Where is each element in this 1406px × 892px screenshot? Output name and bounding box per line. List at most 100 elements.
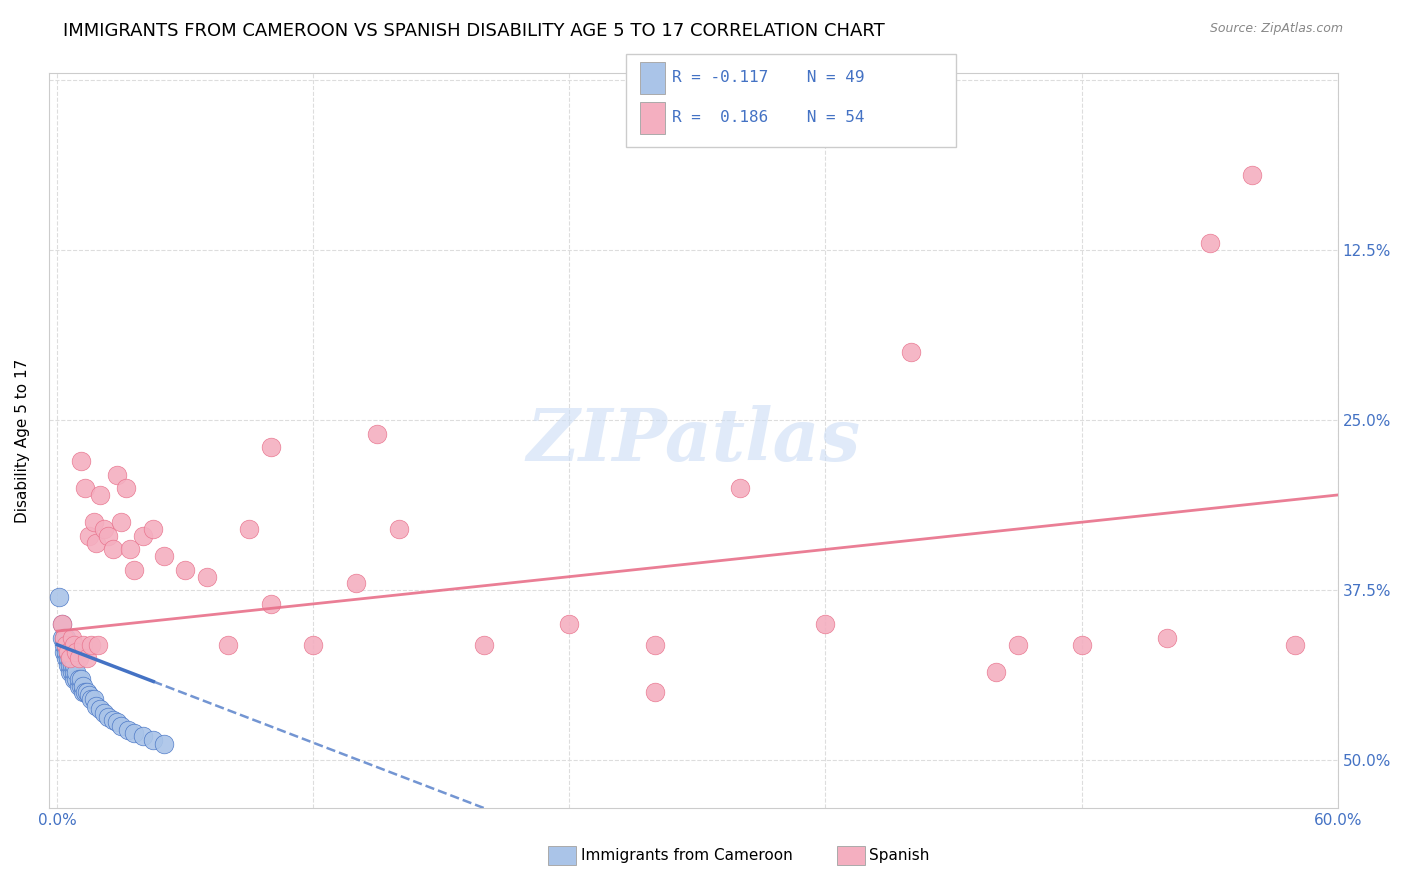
Point <box>900 345 922 359</box>
Point <box>1284 638 1306 652</box>
Point <box>63 638 86 652</box>
Point <box>67 679 90 693</box>
Point <box>65 665 87 679</box>
Text: ZIPatlas: ZIPatlas <box>526 405 860 476</box>
Point <box>59 651 82 665</box>
Point <box>131 729 153 743</box>
Point <box>260 440 283 454</box>
Point <box>195 569 218 583</box>
Point <box>60 651 83 665</box>
Point <box>122 726 145 740</box>
Point <box>55 638 77 652</box>
Point <box>558 617 581 632</box>
Text: Source: ZipAtlas.com: Source: ZipAtlas.com <box>1209 22 1343 36</box>
Point <box>1007 638 1029 652</box>
Point <box>79 529 101 543</box>
Point <box>84 698 107 713</box>
Point <box>55 644 77 658</box>
Point <box>56 638 79 652</box>
Text: R =  0.186    N = 54: R = 0.186 N = 54 <box>672 111 865 125</box>
Point <box>728 481 751 495</box>
Point <box>1241 168 1264 182</box>
Point <box>97 529 120 543</box>
Point <box>73 481 96 495</box>
Point <box>110 515 132 529</box>
Point <box>118 542 141 557</box>
Point <box>55 651 77 665</box>
Point <box>73 685 96 699</box>
Point <box>52 638 75 652</box>
Point <box>93 522 115 536</box>
Point <box>89 702 111 716</box>
Text: R = -0.117    N = 49: R = -0.117 N = 49 <box>672 70 865 85</box>
Point <box>105 467 128 482</box>
Point <box>153 737 176 751</box>
Point <box>63 658 86 673</box>
Point <box>93 706 115 720</box>
Point <box>52 631 75 645</box>
Point <box>60 631 83 645</box>
Point <box>814 617 837 632</box>
Point <box>60 665 83 679</box>
Point <box>79 688 101 702</box>
Point <box>51 617 73 632</box>
Point <box>142 522 165 536</box>
Point <box>89 488 111 502</box>
Point <box>114 481 136 495</box>
Y-axis label: Disability Age 5 to 17: Disability Age 5 to 17 <box>15 359 30 523</box>
Point <box>110 719 132 733</box>
Point <box>105 715 128 730</box>
Point <box>986 665 1008 679</box>
Point <box>69 679 91 693</box>
Point <box>55 638 77 652</box>
Point <box>56 644 79 658</box>
Point <box>83 692 105 706</box>
Point <box>344 576 367 591</box>
Point <box>101 542 124 557</box>
Point <box>83 515 105 529</box>
Point <box>65 644 87 658</box>
Point <box>63 665 86 679</box>
Point <box>238 522 260 536</box>
Point <box>63 672 86 686</box>
Point <box>67 672 90 686</box>
Point <box>131 529 153 543</box>
Text: Spanish: Spanish <box>869 848 929 863</box>
Point <box>56 658 79 673</box>
Point <box>366 426 388 441</box>
Point <box>644 685 666 699</box>
Point <box>72 685 94 699</box>
Point <box>52 631 75 645</box>
Point <box>644 638 666 652</box>
Point <box>59 651 82 665</box>
Point <box>472 638 495 652</box>
Point <box>48 590 70 604</box>
Point <box>51 617 73 632</box>
Point <box>302 638 325 652</box>
Point <box>56 651 79 665</box>
Point <box>72 638 94 652</box>
Point <box>67 651 90 665</box>
Point <box>76 651 98 665</box>
Point <box>97 710 120 724</box>
Text: Immigrants from Cameroon: Immigrants from Cameroon <box>581 848 793 863</box>
Point <box>55 631 77 645</box>
Point <box>52 644 75 658</box>
Point <box>59 644 82 658</box>
Point <box>87 638 110 652</box>
Point <box>65 672 87 686</box>
Point <box>174 563 197 577</box>
Point <box>51 631 73 645</box>
Point <box>56 644 79 658</box>
Point <box>122 563 145 577</box>
Point <box>80 692 103 706</box>
Point <box>60 658 83 673</box>
Point <box>1156 631 1178 645</box>
Point <box>217 638 239 652</box>
Point <box>117 723 139 738</box>
Point <box>1070 638 1092 652</box>
Point <box>59 658 82 673</box>
Text: IMMIGRANTS FROM CAMEROON VS SPANISH DISABILITY AGE 5 TO 17 CORRELATION CHART: IMMIGRANTS FROM CAMEROON VS SPANISH DISA… <box>63 22 884 40</box>
Point <box>1198 236 1220 251</box>
Point <box>76 685 98 699</box>
